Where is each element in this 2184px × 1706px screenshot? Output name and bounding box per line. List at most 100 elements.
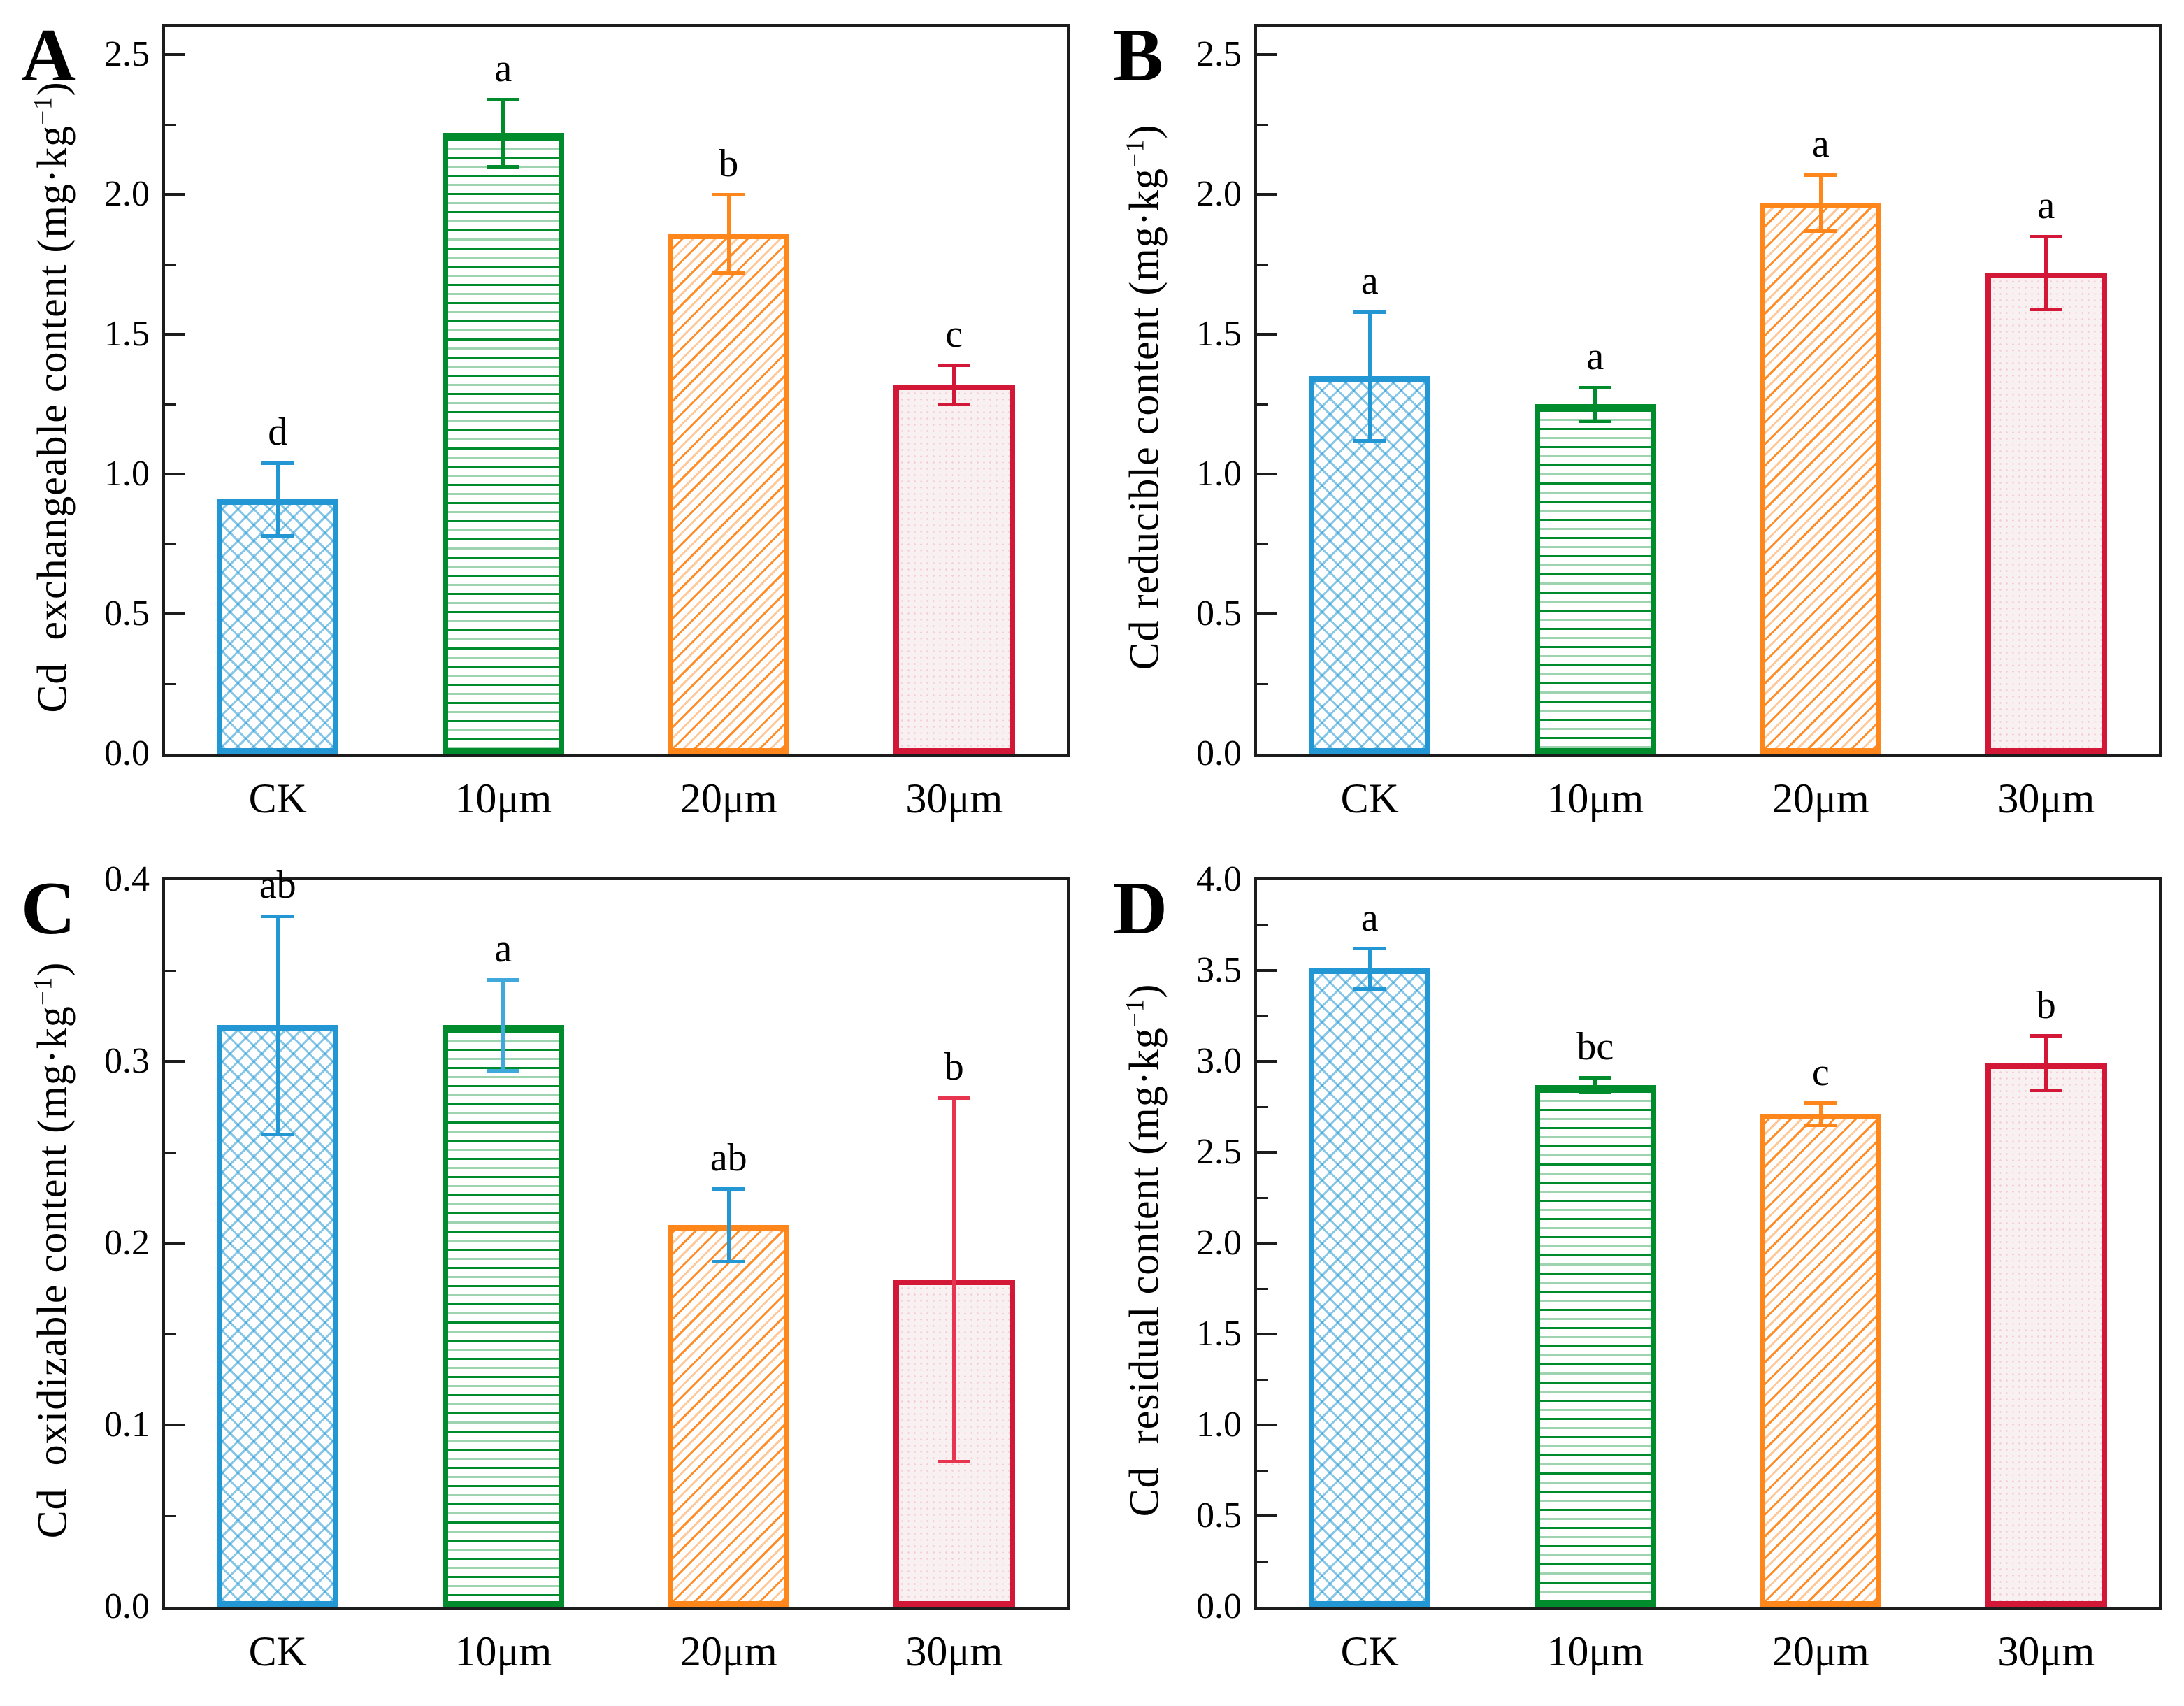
error-bar-cap-bottom bbox=[1804, 1123, 1837, 1127]
panel-a-letter: A bbox=[21, 14, 76, 97]
y-axis-minor-tick bbox=[1257, 1378, 1268, 1381]
x-axis-category-label: 20μm bbox=[680, 775, 777, 822]
y-axis-tick-label: 0.0 bbox=[1196, 1586, 1242, 1626]
significance-letter: c bbox=[1811, 1050, 1830, 1094]
y-axis-tick-label: 0.0 bbox=[1196, 733, 1242, 773]
error-bar-line bbox=[1367, 312, 1372, 440]
panel-d: D Cd residual content (mg·kg−1) 0.0 0.5 1.… bbox=[1092, 853, 2184, 1706]
y-axis-title-superscript: −1 bbox=[29, 976, 58, 1006]
y-axis-tick bbox=[1257, 193, 1277, 196]
error-bar-line bbox=[2044, 1035, 2048, 1091]
y-axis-title-close: ) bbox=[1121, 124, 1168, 139]
error-bar-cap-top bbox=[487, 97, 519, 101]
significance-letter: a bbox=[1586, 335, 1604, 378]
y-axis-tick-label: 1.0 bbox=[104, 454, 150, 494]
y-axis-tick-label: 0.1 bbox=[104, 1405, 150, 1445]
panel-d-plot-area: 0.0 0.5 1.0 1.5 2.0 2.5 3.0 3.5 4.0 a CK bc 10μm c 20μ… bbox=[1196, 859, 2162, 1672]
y-axis-tick-label: 0.4 bbox=[104, 859, 150, 899]
y-axis-tick-label: 2.5 bbox=[1196, 1132, 1242, 1172]
y-axis-tick bbox=[1257, 969, 1277, 972]
y-axis-minor-tick bbox=[1257, 924, 1268, 926]
significance-letter: ab bbox=[710, 1136, 747, 1180]
error-bar-line bbox=[2044, 236, 2048, 309]
significance-letter: ab bbox=[259, 863, 296, 907]
significance-letter: a bbox=[1360, 259, 1379, 303]
x-axis-category-label: CK bbox=[1340, 775, 1399, 822]
error-bar-cap-top bbox=[1353, 947, 1386, 951]
significance-letter: a bbox=[494, 47, 512, 90]
x-axis-category-label: CK bbox=[1340, 1628, 1399, 1675]
y-axis-tick bbox=[165, 1424, 185, 1426]
panel-c-letter: C bbox=[21, 867, 76, 950]
panel-a-plot-area: 0.0 0.5 1.0 1.5 2.0 2.5 d CK a 10μm b 20μm c 30μm bbox=[104, 24, 1070, 819]
error-bar-cap-bottom bbox=[2029, 307, 2062, 311]
y-axis-tick-label: 3.0 bbox=[1196, 1041, 1242, 1081]
y-axis-minor-tick bbox=[1257, 1287, 1268, 1290]
error-bar-line bbox=[952, 365, 956, 404]
error-bar-cap-bottom bbox=[1804, 229, 1837, 233]
y-axis-tick bbox=[1257, 612, 1277, 615]
y-axis-tick-label: 2.0 bbox=[1196, 1223, 1242, 1263]
error-bar-cap-top bbox=[2029, 1034, 2062, 1038]
bar-10μm bbox=[1534, 1084, 1656, 1607]
y-axis-minor-tick bbox=[1257, 1105, 1268, 1108]
y-axis-title-close: ) bbox=[29, 81, 76, 96]
x-axis-category-label: 10μm bbox=[1546, 775, 1644, 822]
y-axis-tick-label: 2.5 bbox=[104, 34, 150, 74]
y-axis-tick-label: 0.5 bbox=[1196, 594, 1242, 633]
significance-letter: a bbox=[494, 927, 512, 970]
bar-10μm bbox=[442, 1025, 564, 1607]
error-bar-cap-top bbox=[261, 914, 294, 918]
y-axis-tick bbox=[165, 473, 185, 475]
y-axis-title-text: Cd oxidizable content (mg·kg bbox=[29, 1005, 76, 1539]
y-axis-tick-label: 1.5 bbox=[104, 314, 150, 354]
y-axis-tick-label: 1.0 bbox=[1196, 1405, 1242, 1445]
bar-CK bbox=[1309, 968, 1431, 1607]
error-bar-cap-bottom bbox=[487, 164, 519, 169]
y-axis-tick-label: 2.5 bbox=[1196, 34, 1242, 74]
bar-10μm bbox=[442, 133, 564, 754]
x-axis-category-label: 20μm bbox=[680, 1628, 777, 1675]
error-bar-cap-bottom bbox=[487, 1068, 519, 1073]
error-bar-cap-bottom bbox=[1579, 419, 1611, 423]
y-axis-tick bbox=[1257, 53, 1277, 56]
bar-30μm bbox=[1985, 1063, 2107, 1607]
bar-20μm bbox=[668, 1225, 790, 1607]
significance-letter: d bbox=[268, 410, 288, 454]
panel-b-letter: B bbox=[1113, 14, 1164, 97]
bar-20μm bbox=[1760, 203, 1882, 754]
error-bar-line bbox=[1818, 175, 1823, 231]
bar-20μm bbox=[1760, 1114, 1882, 1607]
bar-CK bbox=[217, 499, 339, 754]
x-axis-category-label: 30μm bbox=[905, 1628, 1003, 1675]
x-axis-category-label: 30μm bbox=[1997, 1628, 2095, 1675]
error-bar-cap-top bbox=[261, 461, 294, 465]
error-bar-line bbox=[1818, 1103, 1823, 1125]
panel-d-letter: D bbox=[1113, 867, 1168, 950]
significance-letter: a bbox=[1811, 122, 1830, 166]
error-bar-cap-bottom bbox=[712, 271, 745, 275]
y-axis-tick bbox=[165, 193, 185, 196]
y-axis-tick bbox=[1257, 1424, 1277, 1426]
y-axis-tick-label: 2.0 bbox=[1196, 174, 1242, 214]
y-axis-tick bbox=[1257, 333, 1277, 336]
panel-b-plot-area: 0.0 0.5 1.0 1.5 2.0 2.5 a CK a 10μm a 20μm a 30μm bbox=[1196, 24, 2162, 819]
y-axis-minor-tick bbox=[1257, 682, 1268, 685]
y-axis-minor-tick bbox=[1257, 543, 1268, 545]
y-axis-tick bbox=[1257, 473, 1277, 475]
error-bar-line bbox=[275, 916, 280, 1134]
significance-letter: b bbox=[2036, 983, 2056, 1027]
error-bar-cap-top bbox=[1579, 385, 1611, 389]
error-bar-line bbox=[501, 99, 505, 166]
x-axis-category-label: CK bbox=[248, 1628, 307, 1675]
significance-letter: a bbox=[1360, 896, 1379, 940]
panel-c-plot-area: 0.0 0.1 0.2 0.3 0.4 ab CK a 10μm ab 20μm b 30μm bbox=[104, 859, 1070, 1672]
error-bar-line bbox=[1593, 1077, 1597, 1093]
y-axis-tick bbox=[1257, 1060, 1277, 1063]
y-axis-tick bbox=[165, 333, 185, 336]
bar-10μm bbox=[1534, 404, 1656, 754]
y-axis-tick-label: 0.0 bbox=[104, 733, 150, 773]
error-bar-cap-bottom bbox=[937, 402, 970, 406]
bar-20μm bbox=[668, 234, 790, 754]
